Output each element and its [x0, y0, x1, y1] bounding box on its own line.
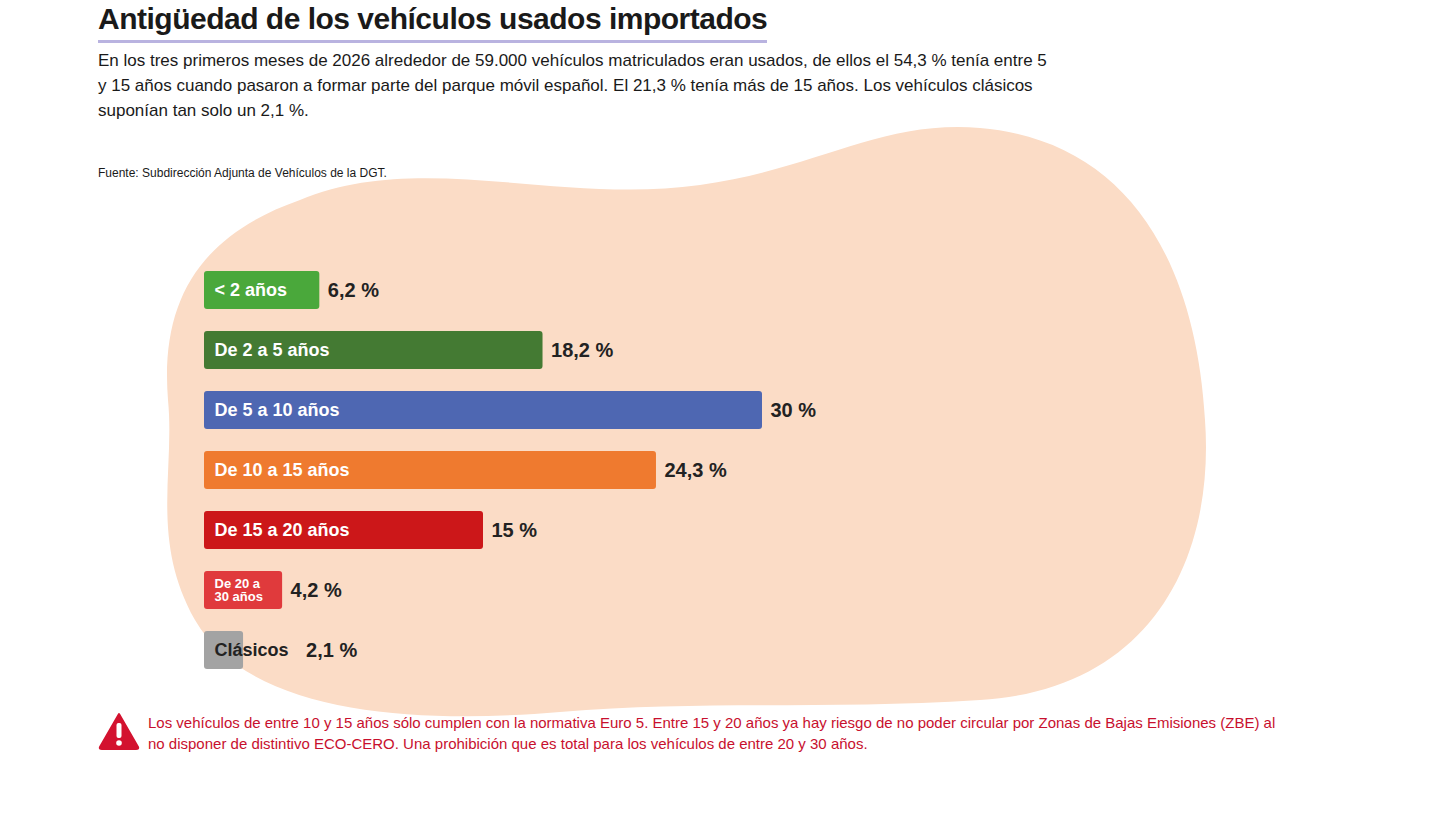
svg-text:4,2 %: 4,2 %: [291, 579, 342, 601]
svg-text:De 5 a 10 años: De 5 a 10 años: [215, 400, 340, 420]
svg-text:< 2 años: < 2 años: [215, 280, 288, 300]
svg-text:De 2 a 5 años: De 2 a 5 años: [215, 340, 330, 360]
svg-text:6,2 %: 6,2 %: [328, 279, 379, 301]
svg-text:De 10 a 15 años: De 10 a 15 años: [215, 460, 350, 480]
svg-text:De 15 a 20 años: De 15 a 20 años: [215, 520, 350, 540]
html-text:Los vehículos de entre 10 y 15: Los vehículos de entre 10 y 15 años sólo…: [148, 714, 1276, 752]
svg-text:15 %: 15 %: [492, 519, 538, 541]
html-text:Fuente: Subdirección Adjunta d: Fuente: Subdirección Adjunta de Vehículo…: [98, 166, 387, 180]
svg-text:18,2 %: 18,2 %: [551, 339, 613, 361]
html-text:En los tres primeros meses de: En los tres primeros meses de 2026 alred…: [98, 51, 1047, 120]
svg-text:24,3 %: 24,3 %: [664, 459, 726, 481]
svg-text:De 20 a30 años: De 20 a30 años: [215, 576, 263, 604]
svg-text:30 %: 30 %: [771, 399, 817, 421]
svg-text:Clásicos: Clásicos: [215, 640, 289, 660]
svg-text:2,1 %: 2,1 %: [306, 639, 357, 661]
html-text:Antigüedad de los vehículos us: Antigüedad de los vehículos usados impor…: [98, 2, 768, 35]
